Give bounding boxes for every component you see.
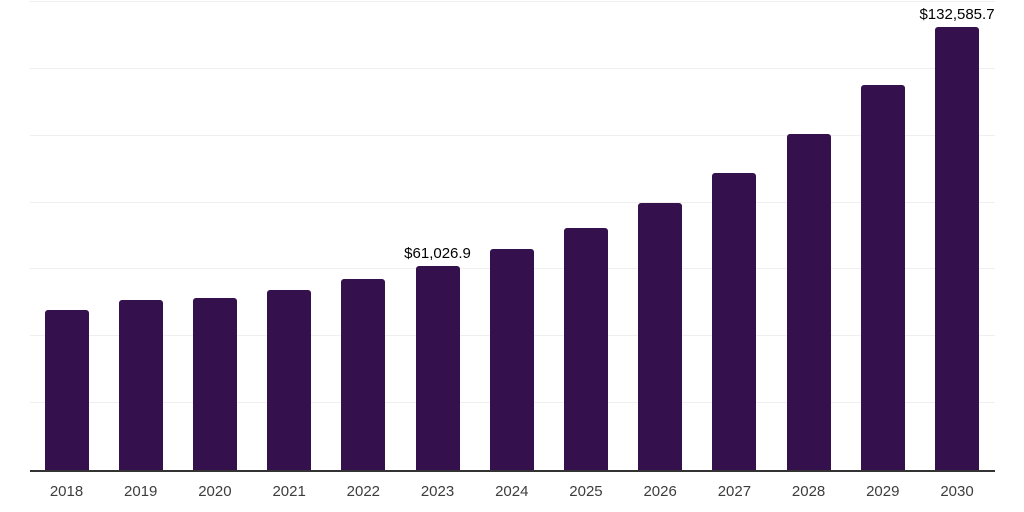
x-tick-label-2028: 2028 <box>791 483 826 500</box>
x-tick-label-2021: 2021 <box>272 483 306 500</box>
bar-2023 <box>415 266 460 470</box>
x-tick-label-2030: 2030 <box>940 483 974 500</box>
bar-2029 <box>860 84 905 470</box>
bar-2027 <box>712 173 757 470</box>
x-tick-label-2022: 2022 <box>346 483 381 500</box>
x-tick-label-2023: 2023 <box>420 483 455 500</box>
bar-2025 <box>563 227 608 470</box>
bar-2019 <box>118 299 163 470</box>
gridline <box>30 67 995 69</box>
x-tick-label-2024: 2024 <box>495 483 529 500</box>
bar-2024 <box>489 249 534 470</box>
chart-plot-area: $61,026.9 $132,585.7 <box>30 1 995 472</box>
bar-2020 <box>192 297 237 470</box>
x-tick-label-2026: 2026 <box>643 483 677 500</box>
bar-2028 <box>786 134 831 470</box>
x-tick-label-2018: 2018 <box>49 483 84 500</box>
x-tick-label-2027: 2027 <box>717 483 752 500</box>
bar-2026 <box>638 202 683 470</box>
x-tick-label-2020: 2020 <box>198 483 232 500</box>
x-axis: 2018 2019 2020 2021 2022 2023 2024 2025 2026 2027… <box>0 483 1024 505</box>
x-tick-label-2019: 2019 <box>124 483 158 500</box>
bar-2022 <box>341 279 386 470</box>
bar-2018 <box>44 309 89 470</box>
bar-value-label-2030: $132,585.7 <box>919 5 995 23</box>
x-tick-label-2025: 2025 <box>569 483 603 500</box>
x-tick-label-2029: 2029 <box>866 483 900 500</box>
bar-2030 <box>935 26 979 470</box>
gridline <box>30 1 995 2</box>
gridline <box>30 201 995 203</box>
bar-2021 <box>267 289 312 470</box>
gridline <box>30 134 995 136</box>
bar-value-label-2023: $61,026.9 <box>404 245 471 262</box>
